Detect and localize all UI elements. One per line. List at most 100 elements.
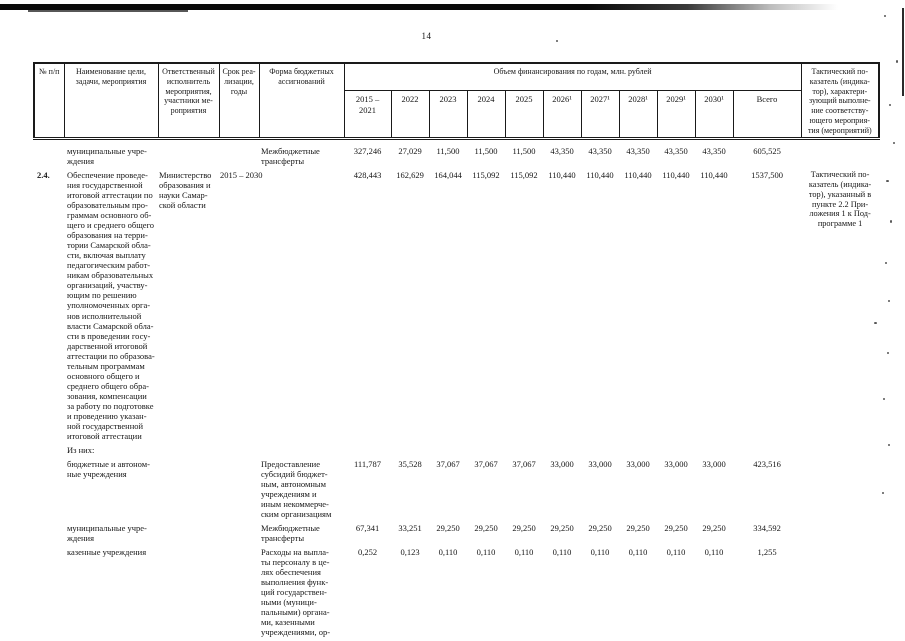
cell-value: 37,067 — [436, 458, 460, 469]
budget-financing-table: № п/п Наименование цели, задачи, меропри… — [33, 62, 881, 641]
cell-value: 29,250 — [626, 522, 650, 533]
col-header-total: Всего — [732, 90, 802, 141]
cell-value — [657, 445, 695, 459]
cell-executor — [158, 445, 219, 459]
col-header-year-2028: 2028¹ — [618, 90, 658, 141]
cell-value — [391, 445, 429, 459]
cell-term — [219, 139, 259, 171]
cell-value: 110,440 — [586, 170, 614, 181]
col-header-year-2027: 2027¹ — [580, 90, 620, 141]
cell-value: 11,500 — [436, 146, 460, 157]
cell-value — [543, 445, 581, 459]
cell-indicator — [801, 445, 879, 459]
col-header-indicator: Тактический по- казатель (индика- тор), … — [800, 62, 881, 141]
scan-artifact-top-bar — [0, 4, 838, 10]
col-header-term: Срок реа- лизации, годы — [218, 62, 260, 141]
scan-artifact-right-line — [902, 8, 904, 96]
cell-value: 43,350 — [626, 146, 650, 157]
cell-value: 33,000 — [702, 458, 726, 469]
scan-speck — [896, 60, 898, 63]
cell-value: 0,110 — [628, 546, 648, 557]
scan-speck — [556, 40, 558, 42]
cell-value: 110,440 — [700, 170, 728, 181]
cell-num — [34, 547, 64, 641]
col-header-executor: Ответственный исполнитель мероприятия, у… — [157, 62, 220, 141]
cell-value — [505, 445, 543, 459]
cell-value: 115,092 — [510, 170, 538, 181]
cell-value: 29,250 — [588, 522, 612, 533]
cell-executor — [158, 547, 219, 641]
cell-value: 27,029 — [398, 146, 422, 157]
cell-executor: Министерство образования и науки Самар- … — [159, 170, 212, 211]
cell-indicator — [801, 547, 879, 641]
cell-value — [581, 445, 619, 459]
scan-speck — [893, 142, 895, 144]
cell-total: 1537,500 — [751, 170, 783, 181]
cell-num — [34, 445, 64, 459]
cell-total: 423,516 — [753, 458, 781, 469]
table-body: муниципальные учре- ждения Межбюджетные … — [34, 139, 879, 641]
cell-name: Обеспечение проведе- ния государственной… — [67, 170, 155, 441]
cell-value — [429, 445, 467, 459]
cell-indicator: Тактический по- казатель (индика- тор), … — [808, 170, 872, 229]
cell-value: 33,000 — [588, 458, 612, 469]
cell-num — [34, 459, 64, 523]
scan-speck — [885, 262, 887, 264]
cell-value: 327,246 — [353, 146, 382, 157]
scan-speck — [887, 352, 889, 354]
cell-value: 0,110 — [552, 546, 572, 557]
cell-value: 115,092 — [472, 170, 500, 181]
cell-name: муниципальные учре- ждения — [67, 522, 147, 543]
cell-form: Межбюджетные трансферты — [261, 522, 320, 543]
cell-indicator — [801, 523, 879, 547]
col-header-year-2030: 2030¹ — [694, 90, 734, 141]
cell-form: Предоставление субсидий бюджет- ным, авт… — [261, 458, 332, 519]
cell-name: казенные учреждения — [67, 546, 147, 557]
cell-value — [619, 445, 657, 459]
cell-value: 0,110 — [590, 546, 610, 557]
col-header-num: № п/п — [33, 62, 65, 141]
scan-speck — [882, 492, 884, 494]
scan-speck — [888, 300, 890, 302]
cell-executor — [158, 459, 219, 523]
cell-name: Из них: — [67, 444, 95, 455]
col-header-year-2026: 2026¹ — [542, 90, 582, 141]
cell-value: 37,067 — [512, 458, 536, 469]
cell-value — [467, 445, 505, 459]
cell-value: 0,252 — [357, 546, 378, 557]
cell-value: 43,350 — [588, 146, 612, 157]
scan-speck — [884, 15, 886, 17]
cell-total: 1,255 — [757, 546, 777, 557]
scan-speck — [890, 220, 892, 223]
col-header-year-2025: 2025 — [504, 90, 544, 141]
cell-value: 33,000 — [626, 458, 650, 469]
cell-executor — [158, 139, 219, 171]
cell-value: 29,250 — [474, 522, 498, 533]
cell-value — [344, 445, 391, 459]
cell-value: 164,044 — [434, 170, 462, 181]
cell-value: 33,000 — [550, 458, 574, 469]
cell-total: 334,592 — [753, 522, 781, 533]
table-row: казенные учреждения Расходы на выпла- ты… — [34, 547, 879, 641]
table-row: бюджетные и автоном- ные учреждения Пред… — [34, 459, 879, 523]
cell-value: 29,250 — [512, 522, 536, 533]
col-header-form: Форма бюджетных ассигнований — [258, 62, 345, 141]
cell-value: 33,000 — [664, 458, 688, 469]
table-header: № п/п Наименование цели, задачи, меропри… — [33, 62, 881, 141]
cell-term — [219, 445, 259, 459]
page-number: 14 — [421, 31, 432, 41]
cell-term: 2015 – 2030 — [220, 170, 263, 181]
cell-value: 0,110 — [704, 546, 724, 557]
cell-total: 605,525 — [753, 146, 781, 157]
col-header-year-2023: 2023 — [428, 90, 468, 141]
col-header-year-2022: 2022 — [390, 90, 430, 141]
cell-value: 11,500 — [512, 146, 536, 157]
cell-form: Расходы на выпла- ты персоналу в це- лях… — [261, 546, 331, 637]
cell-name: бюджетные и автоном- ные учреждения — [67, 458, 150, 479]
table-row: 2.4. Обеспечение проведе- ния государств… — [34, 170, 879, 444]
cell-value: 67,341 — [355, 522, 380, 533]
cell-value: 0,110 — [514, 546, 534, 557]
cell-form — [259, 170, 344, 444]
cell-total — [733, 445, 801, 459]
